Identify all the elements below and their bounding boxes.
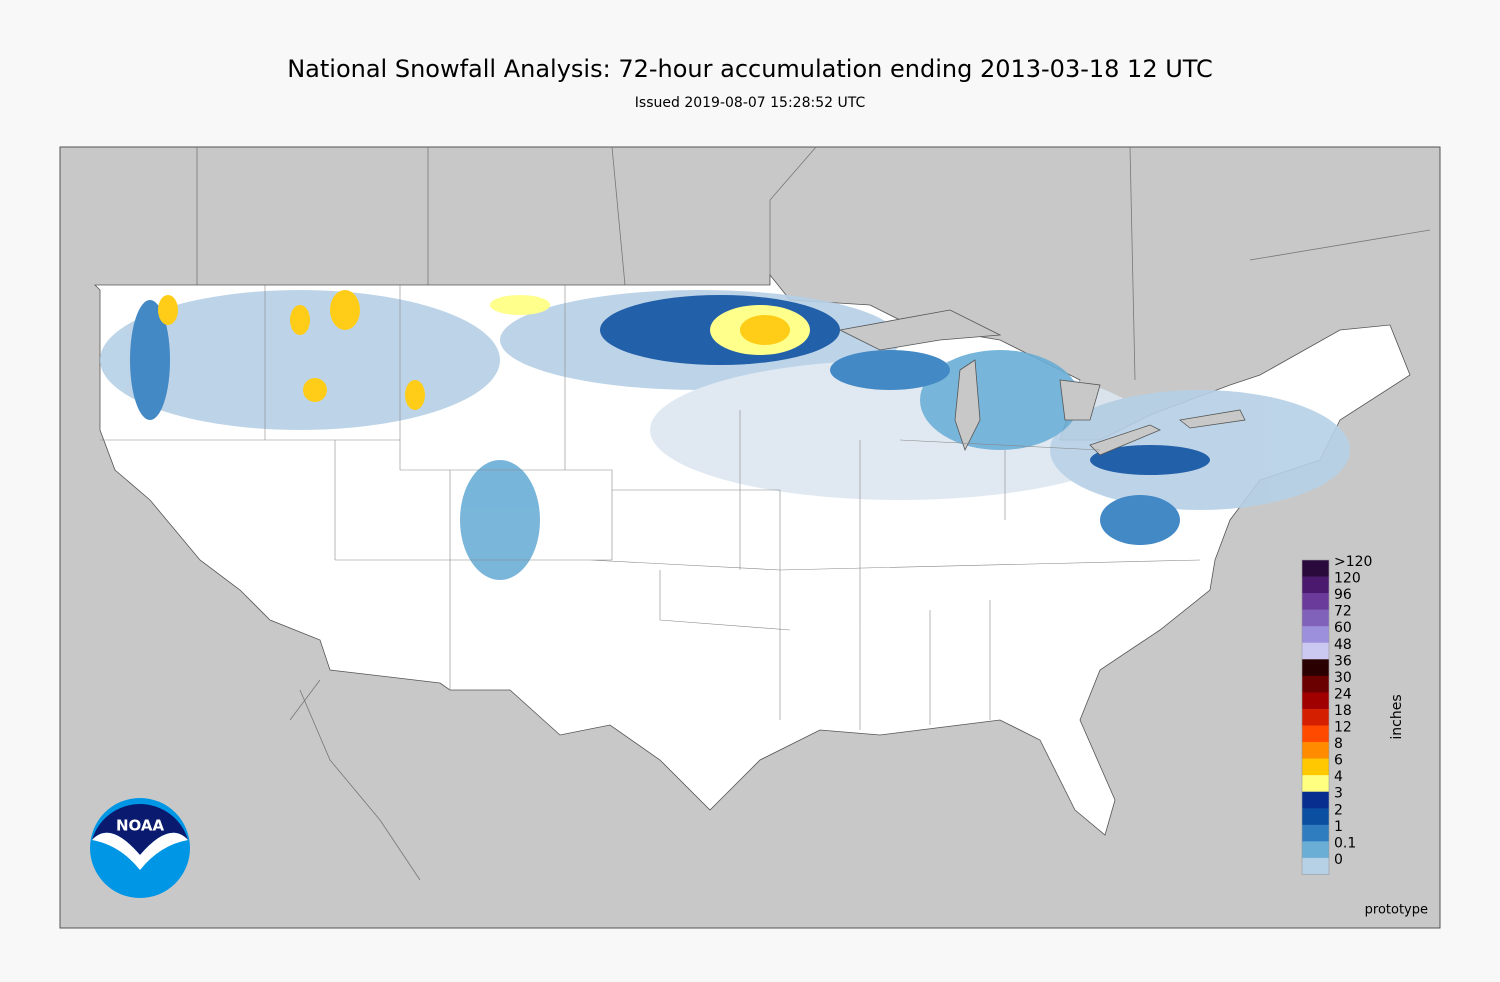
great-lakes — [838, 309, 1246, 456]
legend-swatch — [1302, 758, 1329, 776]
logo-top — [92, 804, 188, 855]
legend-label: 30 — [1334, 670, 1352, 686]
legend-label: 18 — [1334, 703, 1352, 719]
legend-swatch — [1302, 725, 1329, 743]
snowfall-shading — [100, 290, 1350, 580]
legend-swatch — [1302, 857, 1329, 875]
note: prototype — [1365, 903, 1428, 918]
map-subtitle: Issued 2019-08-07 15:28:52 UTC — [635, 95, 866, 111]
legend-label: >120 — [1334, 554, 1372, 570]
legend-swatch — [1302, 560, 1329, 577]
legend-label: 60 — [1334, 620, 1352, 636]
legend-label: 3 — [1334, 786, 1343, 802]
legend-label: 24 — [1334, 686, 1352, 702]
legend-swatch — [1302, 808, 1329, 826]
logo-bird — [92, 832, 188, 870]
legend-swatch — [1302, 576, 1329, 594]
legend-swatch — [1302, 708, 1329, 726]
legend-swatch — [1302, 742, 1329, 759]
legend-title: inches — [1389, 694, 1405, 739]
map-title: National Snowfall Analysis: 72-hour accu… — [287, 55, 1213, 83]
legend-label: 72 — [1334, 604, 1352, 620]
legend-swatch — [1302, 775, 1329, 792]
legend-swatch — [1302, 824, 1329, 842]
legend-label: 120 — [1334, 571, 1361, 587]
legend-swatch — [1302, 675, 1329, 693]
legend-swatch — [1302, 642, 1329, 660]
legend-label: 12 — [1334, 720, 1352, 736]
legend-swatch — [1302, 659, 1329, 677]
noaa-logo: NOAA — [90, 798, 190, 898]
legend-label: 8 — [1334, 736, 1343, 752]
legend-label: 4 — [1334, 769, 1343, 785]
state-lines — [100, 285, 1201, 730]
legend-swatch — [1302, 593, 1329, 610]
legend-label: 48 — [1334, 637, 1352, 653]
legend-swatch — [1302, 692, 1329, 710]
legend-swatch — [1302, 626, 1329, 644]
legend-swatch — [1302, 791, 1329, 809]
legend-label: 6 — [1334, 753, 1343, 769]
map-frame — [59, 146, 1441, 929]
legend-swatch — [1302, 609, 1329, 627]
legend-label: 36 — [1334, 653, 1352, 669]
legend-label: 0.1 — [1334, 835, 1356, 851]
legend-label: 2 — [1334, 802, 1343, 818]
legend-border — [1301, 559, 1330, 875]
legend-label: 1 — [1334, 819, 1343, 835]
legend-label: 0 — [1334, 852, 1343, 868]
borders — [196, 146, 1431, 881]
legend-label: 96 — [1334, 587, 1352, 603]
legend-swatch — [1302, 841, 1329, 859]
logo-text: NOAA — [116, 817, 165, 835]
